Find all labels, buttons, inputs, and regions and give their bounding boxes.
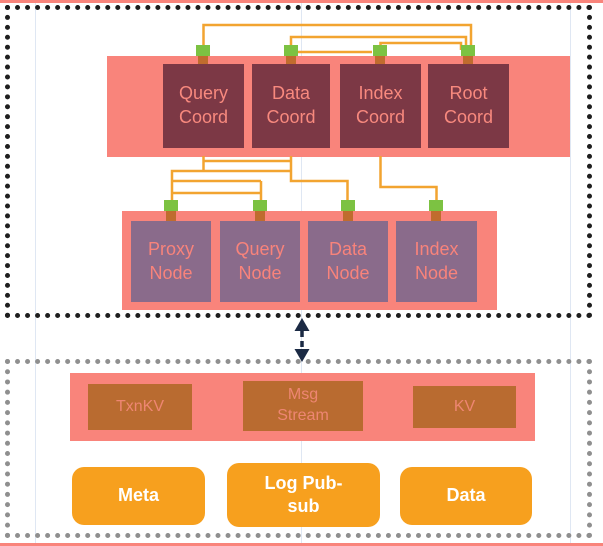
coordinator-label: Data Coord [266,83,316,127]
storage-label: Meta [117,485,159,506]
service-kv: KV [413,386,516,428]
port-icon [253,200,267,211]
coordinator-label: Root Coord [443,83,494,127]
compute-layer-group-border [5,5,592,318]
service-txnkv: TxnKV [88,384,192,430]
port-icon [196,45,210,56]
bottom-edge-strip [0,543,603,546]
worker-proxy-node: Proxy Node [131,221,211,302]
port-stem-icon [166,211,176,221]
port-icon [284,45,298,56]
coordinator-data-coord: Data Coord [252,64,330,148]
port-icon [429,200,443,211]
coordinator-root-coord: Root Coord [428,64,509,148]
storage-log-pub-sub: Log Pub-sub [227,463,380,527]
port-icon [373,45,387,56]
storage-label: Data [446,485,486,506]
storage-data: Data [400,467,532,525]
storage-label: Log Pub-sub [264,472,343,516]
port-icon [461,45,475,56]
coordinator-label: Index Coord [355,83,406,127]
service-label: KV [453,397,476,415]
service-label: Msg Stream [277,386,329,424]
port-icon [164,200,178,211]
guide-line-right [570,0,571,546]
port-stem-icon [286,56,296,66]
port-stem-icon [343,211,353,221]
coordinator-query-coord: Query Coord [163,64,244,148]
port-stem-icon [431,211,441,221]
worker-index-node: Index Node [396,221,477,302]
port-stem-icon [375,56,385,66]
guide-line-left [35,0,36,546]
service-msg-stream: Msg Stream [243,381,363,431]
worker-label: Index Node [414,238,459,283]
worker-label: Query Node [235,238,285,283]
coordinator-label: Query Coord [178,83,229,127]
top-edge-strip [0,0,603,3]
port-stem-icon [255,211,265,221]
storage-layer-group-border [5,359,592,538]
storage-meta: Meta [72,467,205,525]
port-icon [341,200,355,211]
worker-label: Data Node [326,238,370,283]
coordinator-index-coord: Index Coord [340,64,421,148]
worker-label: Proxy Node [147,238,194,283]
service-label: TxnKV [115,397,164,415]
worker-query-node: Query Node [220,221,300,302]
port-stem-icon [463,56,473,66]
port-stem-icon [198,56,208,66]
worker-data-node: Data Node [308,221,388,302]
